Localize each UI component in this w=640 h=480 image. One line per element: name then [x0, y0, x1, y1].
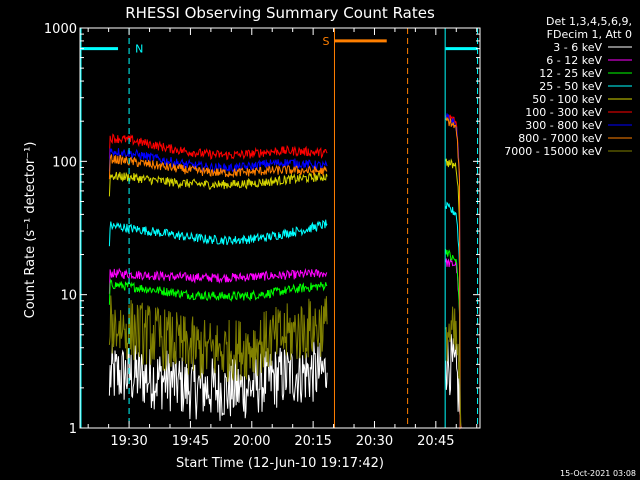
legend-label: 3 - 6 keV — [553, 41, 602, 54]
series-line-12-25keV — [108, 278, 328, 305]
y-axis-label: Count Rate (s⁻¹ detector⁻¹) — [23, 142, 38, 319]
legend-label: 50 - 100 keV — [532, 93, 602, 106]
legend: Det 1,3,4,5,6,9,FDecim 1, Att 03 - 6 keV… — [504, 15, 632, 158]
x-tick-label: 20:15 — [294, 434, 331, 449]
series-line-50-100keV — [445, 158, 463, 430]
series-line-7000-15000keV — [108, 295, 328, 382]
night-flag-label: N — [135, 43, 143, 56]
x-axis-label: Start Time (12-Jun-10 19:17:42) — [176, 456, 384, 471]
footer-timestamp: 15-Oct-2021 03:08 — [560, 469, 636, 478]
axes-frame — [79, 27, 481, 429]
legend-label: 12 - 25 keV — [539, 67, 602, 80]
series-line-50-100keV — [108, 171, 328, 197]
legend-label: 6 - 12 keV — [546, 54, 602, 67]
series-line-6-12keV — [108, 267, 328, 294]
x-tick-label: 20:30 — [356, 434, 393, 449]
series-line-25-50keV — [445, 201, 462, 429]
plot-area — [108, 113, 463, 430]
chart-title: RHESSI Observing Summary Count Rates — [125, 4, 435, 22]
axis-layer: 1 10 100 1000 19:30 19:45 20:00 20:15 20:30 20:45 — [44, 22, 481, 449]
y-tick-label: 1000 — [44, 22, 77, 37]
x-tick-label: 19:30 — [110, 434, 147, 449]
series-line-100-300keV — [108, 133, 328, 161]
series-line-800-7000keV — [445, 116, 462, 429]
series-line-7000-15000keV — [445, 306, 462, 429]
series-line-12-25keV — [445, 248, 462, 429]
series-line-25-50keV — [108, 219, 328, 247]
legend-header: FDecim 1, Att 0 — [547, 28, 632, 41]
legend-label: 25 - 50 keV — [539, 80, 602, 93]
x-tick-label: 20:45 — [417, 434, 454, 449]
legend-header: Det 1,3,4,5,6,9, — [546, 15, 632, 28]
flag-layer: NS — [80, 28, 479, 428]
legend-label: 300 - 800 keV — [525, 119, 602, 132]
x-tick-label: 19:45 — [172, 434, 209, 449]
y-tick-label: 100 — [52, 155, 77, 170]
legend-label: 7000 - 15000 keV — [504, 145, 602, 158]
series-line-800-7000keV — [108, 154, 328, 180]
x-tick-label: 20:00 — [233, 434, 270, 449]
saa-flag-label: S — [322, 35, 329, 48]
legend-label: 100 - 300 keV — [525, 106, 602, 119]
legend-label: 800 - 7000 keV — [518, 132, 602, 145]
series-line-300-800keV — [108, 148, 328, 174]
y-tick-label: 10 — [60, 289, 77, 304]
y-tick-label: 1 — [69, 422, 77, 437]
series-line-3-6keV — [445, 334, 462, 429]
